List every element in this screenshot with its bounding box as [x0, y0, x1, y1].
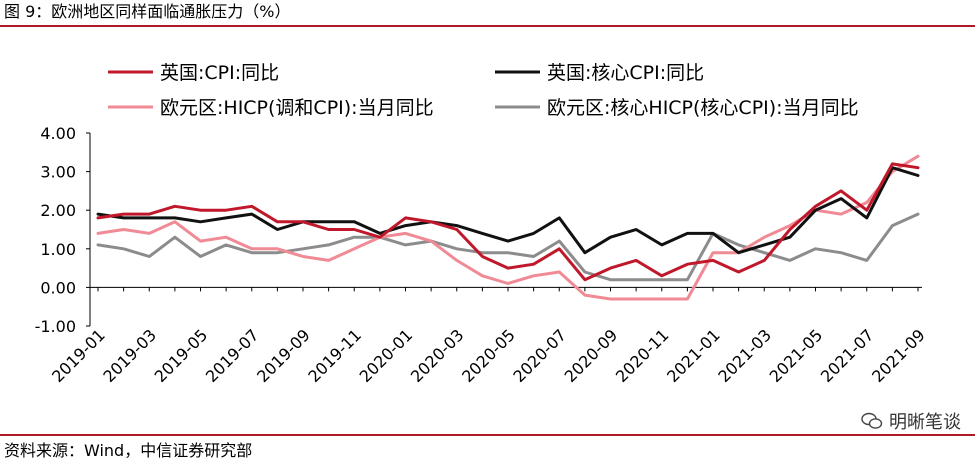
legend-label: 英国:CPI:同比 — [160, 62, 279, 84]
x-tick-label: 2019-03 — [99, 325, 160, 386]
legend-label: 欧元区:核心HICP(核心CPI):当月同比 — [547, 97, 859, 119]
y-tick-label: 3.00 — [40, 163, 76, 182]
x-tick-label: 2020-03 — [407, 325, 468, 386]
line-chart: 英国:CPI:同比 英国:核心CPI:同比欧元区:HICP(调和CPI):当月同比… — [35, 62, 929, 386]
legend-label: 英国:核心CPI:同比 — [547, 62, 704, 84]
series-line-4 — [96, 212, 920, 282]
top-divider — [0, 25, 975, 27]
chart-legend: 英国:CPI:同比 英国:核心CPI:同比欧元区:HICP(调和CPI):当月同比… — [108, 62, 859, 119]
y-tick-label: 2.00 — [40, 201, 76, 220]
x-tick-label: 2020-01 — [356, 325, 417, 386]
x-tick-label: 2021-07 — [817, 325, 878, 386]
y-tick-label: -1.00 — [35, 317, 76, 336]
x-tick-label: 2021-05 — [766, 325, 827, 386]
x-tick-label: 2019-07 — [202, 325, 263, 386]
y-tick-label: 1.00 — [40, 240, 76, 259]
legend-label: 欧元区:HICP(调和CPI):当月同比 — [160, 97, 434, 119]
watermark-text: 明晰笔谈 — [889, 412, 961, 433]
x-tick-label: 2019-05 — [151, 325, 212, 386]
chart-title: 图 9：欧洲地区同样面临通胀压力（%） — [4, 2, 291, 21]
x-tick-label: 2020-05 — [458, 325, 519, 386]
bottom-divider — [0, 434, 975, 436]
x-tick-label: 2021-09 — [868, 325, 929, 386]
watermark: 明晰笔谈 — [861, 408, 961, 434]
x-tick-label: 2021-01 — [663, 325, 724, 386]
x-tick-label: 2020-07 — [509, 325, 570, 386]
series-line-3 — [96, 154, 920, 301]
x-tick-label: 2020-11 — [612, 325, 673, 386]
x-tick-label: 2019-09 — [253, 325, 314, 386]
y-tick-label: 4.00 — [40, 124, 76, 143]
wechat-icon — [861, 412, 883, 429]
x-tick-label: 2021-03 — [714, 325, 775, 386]
series-line-1 — [96, 162, 920, 282]
x-tick-label: 2019-11 — [304, 325, 365, 386]
x-tick-label: 2020-09 — [561, 325, 622, 386]
chart-series — [96, 154, 920, 301]
source-note: 资料来源：Wind，中信证券研究部 — [4, 441, 253, 460]
y-tick-label: 0.00 — [40, 278, 76, 297]
